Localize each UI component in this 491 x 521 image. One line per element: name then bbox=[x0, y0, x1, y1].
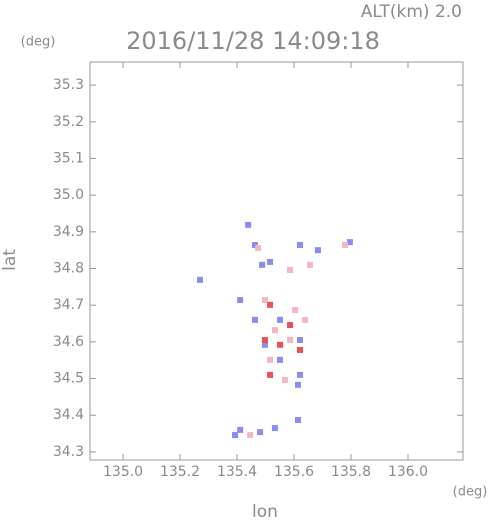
echo-point bbox=[297, 337, 304, 344]
echo-point bbox=[295, 417, 302, 424]
echo-point bbox=[314, 247, 321, 254]
echo-point bbox=[297, 242, 304, 249]
echo-point bbox=[271, 327, 278, 334]
y-tick-label: 34.4 bbox=[53, 407, 84, 423]
echo-point bbox=[259, 261, 266, 268]
echo-point bbox=[237, 426, 244, 433]
echo-point bbox=[261, 297, 268, 304]
echo-point bbox=[297, 346, 304, 353]
echo-point bbox=[302, 316, 309, 323]
echo-point bbox=[267, 301, 274, 308]
y-tick-label: 34.3 bbox=[53, 444, 84, 460]
y-tick-label: 34.8 bbox=[53, 261, 84, 277]
x-unit: (deg) bbox=[453, 485, 488, 500]
echo-point bbox=[267, 356, 274, 363]
x-tick-label: 136.0 bbox=[388, 464, 428, 480]
echo-point bbox=[277, 356, 284, 363]
echo-point bbox=[287, 266, 294, 273]
y-tick-label: 35.2 bbox=[53, 114, 84, 130]
y-tick-label: 35.0 bbox=[53, 187, 84, 203]
x-tick-label: 135.8 bbox=[331, 464, 371, 480]
echo-point bbox=[267, 371, 274, 378]
echo-point bbox=[196, 276, 203, 283]
echo-point bbox=[281, 377, 288, 384]
echo-point bbox=[271, 425, 278, 432]
echo-point bbox=[255, 244, 262, 251]
echo-point bbox=[346, 239, 353, 246]
y-unit: (deg) bbox=[21, 35, 56, 50]
y-tick-label: 34.6 bbox=[53, 334, 84, 350]
y-tick-label: 35.1 bbox=[53, 150, 84, 166]
plot-frame bbox=[89, 61, 464, 461]
echo-point bbox=[257, 429, 264, 436]
echo-point bbox=[237, 297, 244, 304]
chart-title: 2016/11/28 14:09:18 bbox=[126, 27, 380, 55]
y-tick-label: 34.9 bbox=[53, 224, 84, 240]
echo-point bbox=[287, 322, 294, 329]
x-axis-label: lon bbox=[252, 502, 278, 521]
echo-point bbox=[306, 261, 313, 268]
y-axis-label: lat bbox=[0, 249, 20, 271]
y-tick-label: 35.3 bbox=[53, 77, 84, 93]
echo-point bbox=[287, 337, 294, 344]
echo-point bbox=[251, 242, 258, 249]
echo-point bbox=[342, 242, 349, 249]
echo-point bbox=[251, 316, 258, 323]
echo-point bbox=[232, 432, 239, 439]
echo-point bbox=[277, 316, 284, 323]
y-tick-label: 34.7 bbox=[53, 297, 84, 313]
echo-point bbox=[292, 306, 299, 313]
echo-point bbox=[295, 381, 302, 388]
x-tick-label: 135.4 bbox=[217, 464, 257, 480]
echo-point bbox=[277, 341, 284, 348]
echo-point bbox=[267, 258, 274, 265]
chart-subtitle: ALT(km) 2.0 bbox=[361, 2, 462, 22]
echo-point bbox=[297, 371, 304, 378]
x-tick-label: 135.2 bbox=[160, 464, 200, 480]
echo-point bbox=[261, 341, 268, 348]
echo-point bbox=[245, 221, 252, 228]
echo-point bbox=[261, 337, 268, 344]
y-tick-label: 34.5 bbox=[53, 371, 84, 387]
x-tick-label: 135.6 bbox=[274, 464, 314, 480]
echo-point bbox=[247, 432, 254, 439]
x-tick-label: 135.0 bbox=[103, 464, 143, 480]
